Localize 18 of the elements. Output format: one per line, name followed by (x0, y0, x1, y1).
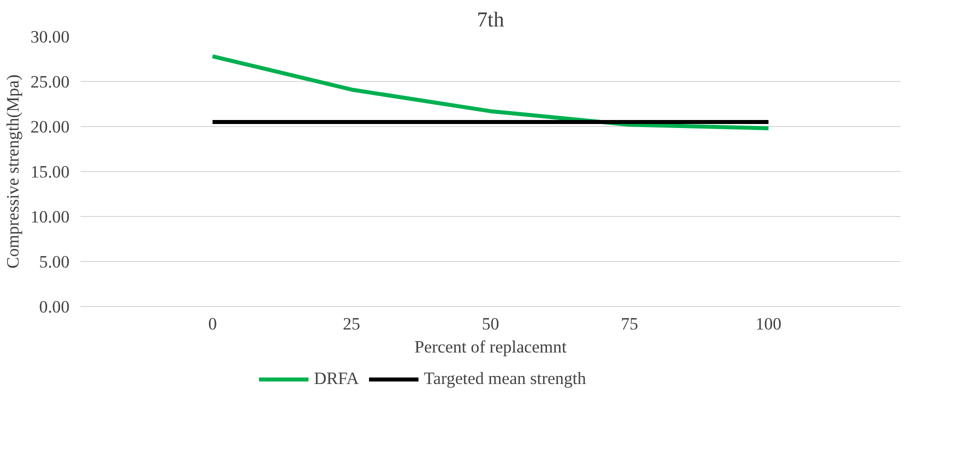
y-axis-title: Compressive strength(Mpa) (4, 74, 23, 268)
x-axis-title: Percent of replacemnt (414, 338, 567, 356)
x-tick-label: 0 (208, 314, 217, 334)
y-tick-label: 5.00 (39, 252, 70, 272)
y-tick-label: 15.00 (30, 162, 70, 182)
legend-label: DRFA (314, 369, 359, 389)
x-tick-label: 100 (755, 314, 782, 334)
legend-label: Targeted mean strength (424, 369, 586, 389)
x-tick-label: 75 (620, 314, 638, 334)
y-tick-label: 10.00 (30, 208, 70, 226)
x-tick-label: 50 (482, 314, 500, 334)
y-tick-label: 20.00 (30, 118, 70, 136)
y-tick-label: 30.00 (30, 28, 70, 46)
x-tick-label: 25 (342, 314, 360, 334)
y-tick-label: 25.00 (30, 72, 70, 92)
line-series (210, 54, 770, 130)
y-tick-label: 0.00 (39, 298, 70, 316)
chart-title: 7th (476, 8, 504, 32)
